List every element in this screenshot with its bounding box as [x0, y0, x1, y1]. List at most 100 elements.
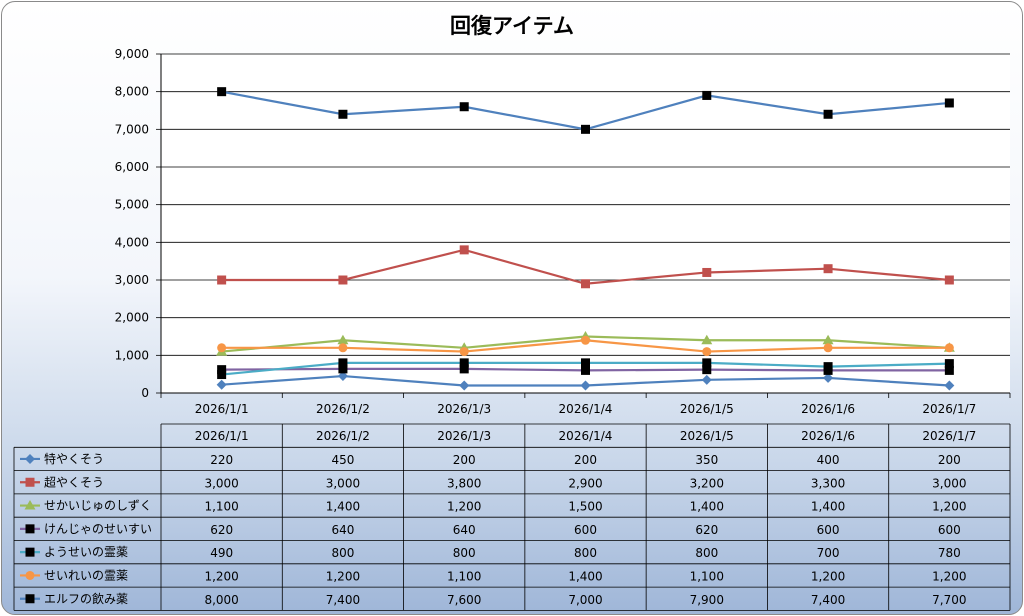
y-tick-label: 7,000 — [115, 122, 149, 136]
data-point — [702, 90, 712, 100]
table-header-cell: 2026/1/2 — [316, 429, 370, 443]
data-point — [823, 343, 833, 353]
data-point — [823, 362, 833, 372]
legend-label: 超やくそう — [44, 474, 104, 489]
table-cell: 1,200 — [326, 569, 360, 583]
table-cell: 620 — [210, 523, 233, 537]
x-tick-label: 2026/1/7 — [922, 402, 976, 416]
data-point — [944, 98, 954, 108]
table-cell: 600 — [574, 523, 597, 537]
data-point — [459, 245, 469, 255]
table-cell: 7,400 — [811, 593, 845, 607]
data-point — [217, 343, 227, 353]
y-tick-label: 4,000 — [115, 235, 149, 249]
data-point — [459, 347, 469, 357]
table-cell: 350 — [695, 453, 718, 467]
table-cell: 1,200 — [932, 500, 966, 514]
table-cell: 1,100 — [447, 569, 481, 583]
x-tick-label: 2026/1/4 — [559, 402, 613, 416]
data-point — [459, 102, 469, 112]
table-cell: 3,300 — [811, 476, 845, 490]
table-header-cell: 2026/1/3 — [437, 429, 491, 443]
data-point — [944, 343, 954, 353]
data-point — [217, 87, 227, 97]
legend-key-marker — [25, 524, 35, 534]
legend-label: せかいじゅのしずく — [44, 499, 152, 513]
table-cell: 600 — [817, 523, 840, 537]
table-cell: 2,900 — [568, 476, 602, 490]
table-cell: 3,000 — [932, 476, 966, 490]
y-tick-label: 2,000 — [115, 311, 149, 325]
data-point — [337, 371, 348, 382]
data-point — [581, 365, 590, 375]
data-point — [702, 267, 712, 277]
table-cell: 3,000 — [204, 476, 238, 490]
legend-key-marker — [25, 570, 35, 580]
table-cell: 200 — [574, 453, 597, 467]
table-cell: 800 — [331, 546, 354, 560]
legend-key-marker — [25, 547, 35, 557]
data-point — [944, 380, 955, 391]
data-point — [216, 379, 227, 390]
table-header-cell: 2026/1/7 — [922, 429, 976, 443]
data-point — [338, 109, 348, 119]
table-cell: 400 — [817, 453, 840, 467]
legend-label: せいれいの霊薬 — [44, 568, 128, 582]
y-tick-label: 6,000 — [115, 160, 149, 174]
data-point — [580, 380, 591, 391]
legend-label: エルフの飲み薬 — [44, 591, 128, 606]
x-tick-label: 2026/1/6 — [801, 402, 855, 416]
table-cell: 1,400 — [690, 500, 724, 514]
y-tick-label: 1,000 — [115, 348, 149, 362]
table-header-cell: 2026/1/6 — [801, 429, 855, 443]
table-cell: 3,200 — [690, 476, 724, 490]
legend-key-marker — [25, 453, 35, 464]
data-point — [944, 275, 954, 285]
data-point — [823, 372, 834, 383]
table-cell: 3,000 — [326, 476, 360, 490]
table-header-cell: 2026/1/4 — [559, 429, 613, 443]
table-cell: 1,400 — [568, 569, 602, 583]
data-point — [459, 358, 469, 368]
data-point — [337, 334, 349, 345]
table-cell: 220 — [210, 453, 233, 467]
legend-label: 特やくそう — [44, 451, 104, 466]
table-cell: 200 — [938, 453, 961, 467]
data-point — [459, 380, 470, 391]
y-tick-label: 3,000 — [115, 273, 149, 287]
data-point — [701, 374, 712, 385]
data-point — [944, 365, 954, 375]
legend-key-marker — [25, 477, 35, 487]
data-point — [702, 347, 712, 357]
x-tick-label: 2026/1/5 — [680, 402, 734, 416]
table-cell: 3,800 — [447, 476, 481, 490]
table-cell: 1,100 — [690, 569, 724, 583]
table-cell: 800 — [695, 546, 718, 560]
table-cell: 1,400 — [326, 500, 360, 514]
table-cell: 780 — [938, 546, 961, 560]
table-cell: 600 — [938, 523, 961, 537]
data-point — [581, 279, 590, 289]
data-point — [338, 358, 348, 368]
table-cell: 7,700 — [932, 593, 966, 607]
data-point — [217, 365, 227, 375]
x-tick-label: 2026/1/2 — [316, 402, 370, 416]
table-cell: 7,400 — [326, 593, 360, 607]
data-point — [338, 275, 348, 285]
legend-label: けんじゃのせいすい — [44, 522, 152, 536]
table-cell: 800 — [574, 546, 597, 560]
table-cell: 1,200 — [447, 500, 481, 514]
table-cell: 1,100 — [204, 500, 238, 514]
data-point — [944, 359, 954, 369]
table-cell: 7,000 — [568, 593, 602, 607]
data-point — [581, 358, 590, 368]
data-point — [823, 109, 833, 119]
data-point — [823, 264, 833, 274]
table-header-cell: 2026/1/1 — [195, 429, 249, 443]
data-point — [701, 334, 713, 345]
legend-label: ようせいの霊薬 — [44, 545, 128, 559]
data-point — [581, 335, 590, 345]
x-tick-label: 2026/1/1 — [195, 402, 249, 416]
table-cell: 800 — [453, 546, 476, 560]
